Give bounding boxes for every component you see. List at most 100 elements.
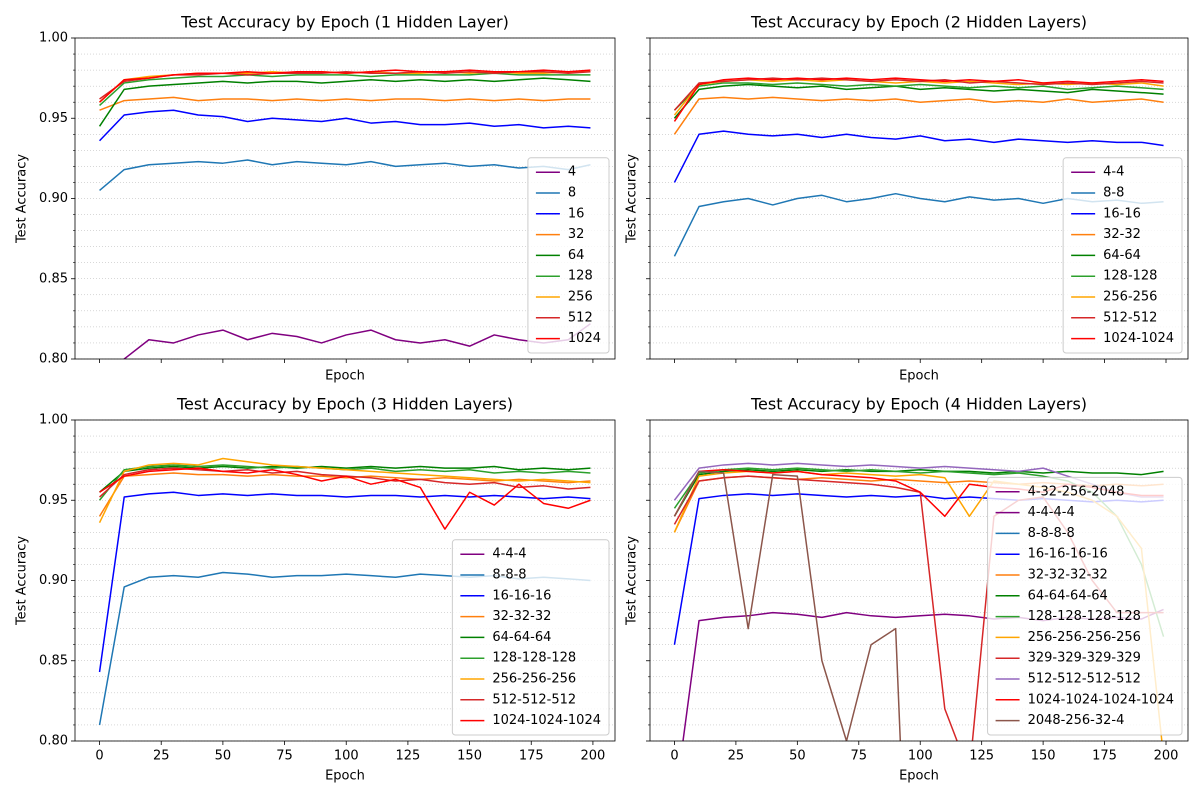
x-tick-label: 0 (670, 749, 678, 764)
x-axis-label: Epoch (899, 769, 939, 784)
legend-label: 256-256 (1103, 290, 1157, 305)
x-tick-label: 25 (728, 749, 745, 764)
legend-label: 8-8-8 (492, 568, 526, 583)
y-tick-label: 0.80 (39, 352, 68, 367)
legend-label: 8-8 (1103, 186, 1124, 201)
legend-label: 512-512 (1103, 310, 1157, 325)
legend-label: 32-32 (1103, 227, 1141, 242)
plot-area (673, 77, 1164, 257)
x-axis-label: Epoch (899, 369, 939, 384)
legend-label: 1024 (568, 331, 601, 346)
legend-label: 2048-256-32-4 (1028, 713, 1125, 728)
legend-label: 1024-1024-1024-1024 (1028, 692, 1174, 707)
legend-box (527, 157, 610, 354)
series-line (673, 83, 1164, 119)
series-line (99, 72, 591, 106)
legend-label: 512-512-512 (492, 692, 576, 707)
y-axis-label: Test Accuracy (625, 154, 640, 244)
series-line (98, 491, 591, 673)
x-tick-label: 0 (95, 749, 103, 764)
legend-label: 256 (568, 290, 593, 305)
x-tick-label: 175 (519, 749, 544, 764)
x-tick-label: 75 (276, 749, 293, 764)
chart-title: Test Accuracy by Epoch (4 Hidden Layers) (750, 395, 1087, 414)
x-axis-label: Epoch (325, 369, 365, 384)
series-line (99, 69, 591, 103)
legend-box (451, 539, 610, 736)
y-axis-label: Test Accuracy (15, 154, 30, 244)
legend-label: 256-256-256-256 (1028, 630, 1141, 645)
legend-label: 32-32-32-32 (1028, 568, 1108, 583)
subplot: 0 25 50 75 100 125 150 175 200 Test Accuracy by E… (625, 395, 1189, 784)
x-tick-label: 150 (457, 749, 482, 764)
legend: 4-4 8-8 16-16 32-32 64-64 128-128 256-256 512-5… (1062, 157, 1183, 354)
plot-area (98, 69, 591, 359)
legend-label: 329-329-329-329 (1028, 651, 1141, 666)
legend-label: 16 (568, 206, 585, 221)
y-tick-label: 0.90 (39, 191, 68, 206)
chart-title: Test Accuracy by Epoch (3 Hidden Layers) (176, 395, 513, 414)
legend-label: 16-16 (1103, 206, 1141, 221)
x-tick-label: 150 (1031, 749, 1056, 764)
legend: 4-4-4 8-8-8 16-16-16 32-32-32 64-64-64 128-12… (451, 539, 610, 736)
series-line (98, 77, 591, 127)
series-line (673, 130, 1164, 183)
x-tick-label: 125 (969, 749, 994, 764)
legend-label: 1024-1024-1024 (492, 713, 601, 728)
y-tick-label: 0.85 (39, 271, 68, 286)
series-line (99, 70, 591, 100)
legend-box (1062, 157, 1183, 354)
legend: 4 8 16 32 64 128 256 512 1024 (527, 157, 610, 354)
series-line (98, 472, 591, 517)
x-tick-label: 200 (1154, 749, 1179, 764)
legend-label: 16-16-16 (492, 588, 551, 603)
legend-label: 8-8-8-8 (1028, 526, 1075, 541)
legend-label: 16-16-16-16 (1028, 547, 1108, 562)
y-tick-label: 0.90 (39, 573, 68, 588)
x-tick-label: 50 (215, 749, 232, 764)
legend-box (987, 476, 1183, 736)
plot-area (98, 457, 591, 726)
legend-label: 512-512-512-512 (1028, 672, 1141, 687)
chart-title: Test Accuracy by Epoch (2 Hidden Layers) (750, 13, 1087, 32)
legend-label: 512 (568, 310, 593, 325)
series-line (99, 467, 591, 530)
x-tick-label: 100 (334, 749, 359, 764)
subplot: Test Accuracy by Epoch (2 Hidden Layers)… (625, 13, 1189, 384)
series-line (99, 96, 591, 111)
legend-label: 64 (568, 248, 585, 263)
x-tick-label: 50 (789, 749, 806, 764)
y-tick-label: 1.00 (39, 413, 68, 428)
legend-label: 128-128-128 (492, 651, 576, 666)
legend-label: 1024-1024 (1103, 331, 1174, 346)
legend-label: 4-4-4 (492, 547, 526, 562)
legend-label: 64-64 (1103, 248, 1141, 263)
x-tick-label: 175 (1092, 749, 1117, 764)
legend-label: 8 (568, 186, 576, 201)
y-tick-label: 0.95 (39, 111, 68, 126)
y-tick-label: 1.00 (39, 31, 68, 46)
legend-label: 4-4-4-4 (1028, 505, 1075, 520)
legend-label: 128-128 (1103, 269, 1157, 284)
x-tick-label: 100 (908, 749, 933, 764)
series-line (98, 457, 591, 524)
series-line (99, 109, 591, 142)
legend-label: 32 (568, 227, 585, 242)
series-line (673, 469, 1164, 517)
subplot: 0.80 0.85 0.90 0.95 1.00 0 25 50 75 100 125 150 175 2… (15, 395, 616, 784)
series-line (673, 96, 1164, 135)
legend-label: 128-128-128-128 (1028, 609, 1141, 624)
x-tick-label: 25 (153, 749, 170, 764)
y-tick-label: 0.80 (39, 734, 68, 749)
legend-label: 4-4 (1103, 165, 1124, 180)
x-axis-label: Epoch (325, 769, 365, 784)
y-axis-label: Test Accuracy (625, 536, 640, 626)
x-tick-label: 200 (581, 749, 606, 764)
legend-label: 128 (568, 269, 593, 284)
legend-label: 64-64-64 (492, 630, 551, 645)
series-line (99, 465, 591, 493)
y-tick-label: 0.85 (39, 653, 68, 668)
series-line (123, 323, 591, 359)
